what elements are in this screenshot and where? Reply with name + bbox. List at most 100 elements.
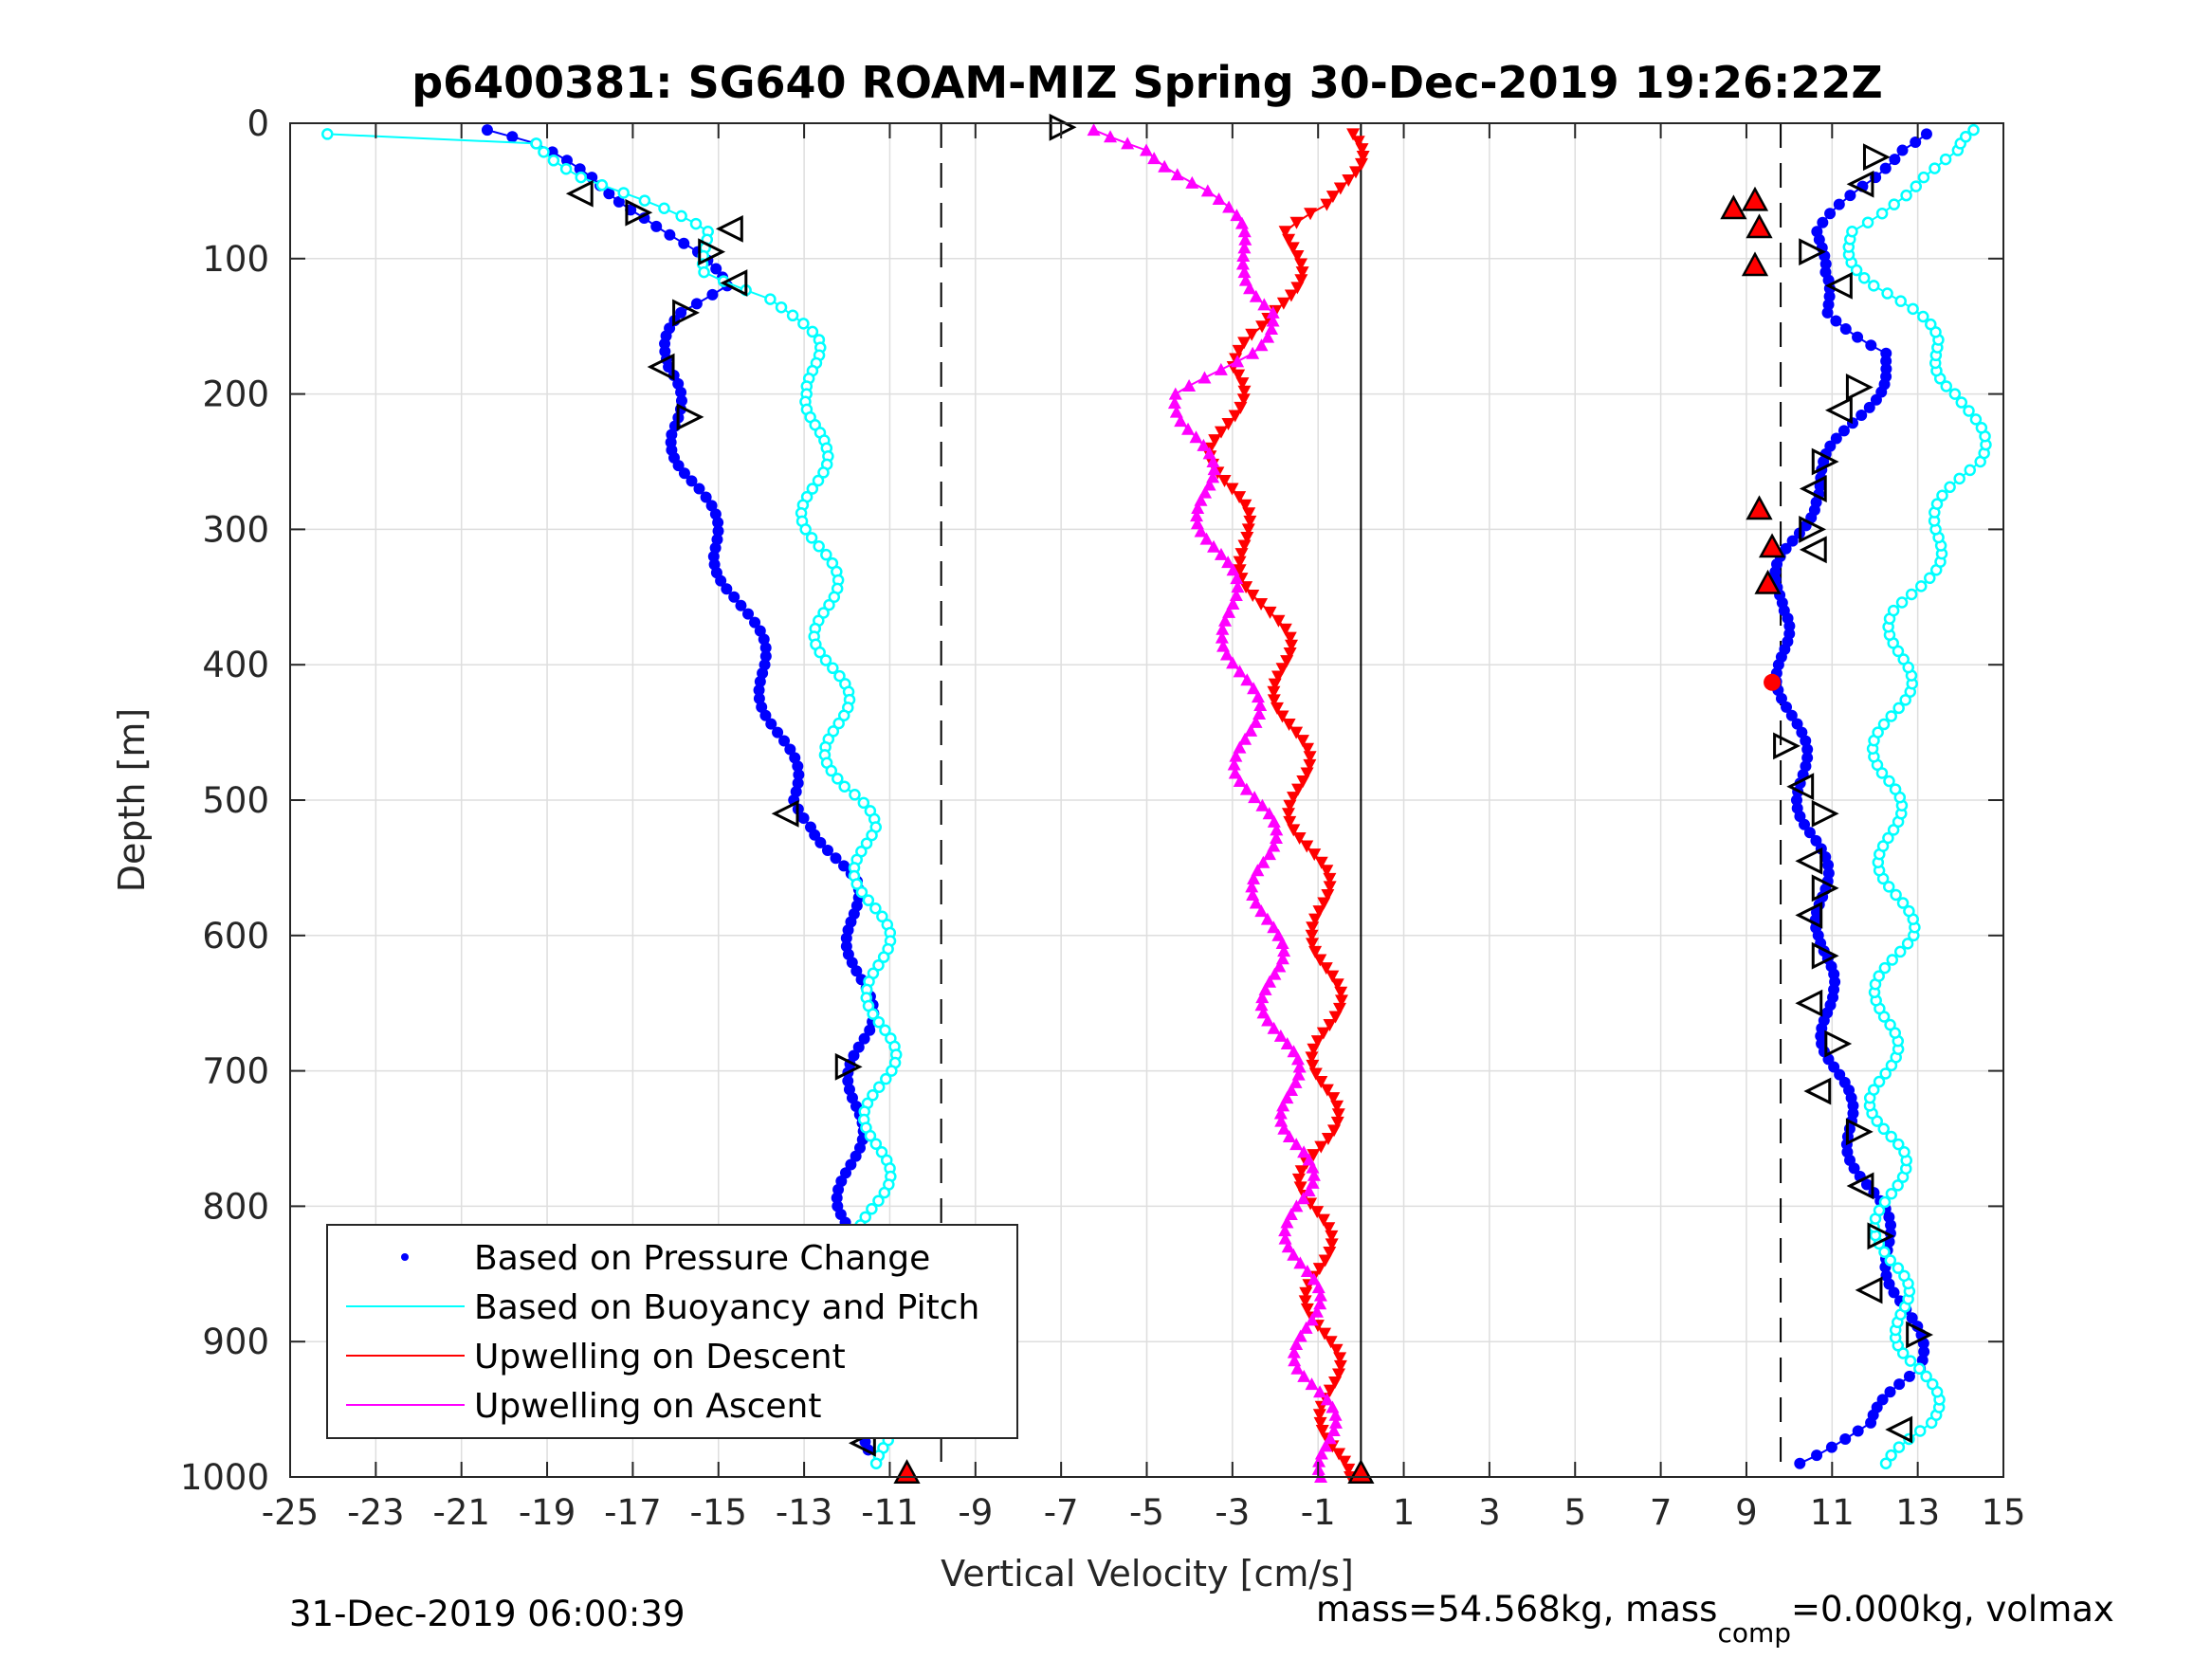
data-point [1879, 1457, 1892, 1469]
data-point [1273, 1029, 1288, 1042]
event-open-triangle [1811, 799, 1839, 828]
data-point [1803, 827, 1816, 839]
data-point [1303, 751, 1317, 764]
data-point [1287, 824, 1301, 837]
data-point [1276, 1099, 1290, 1112]
data-point [828, 591, 841, 604]
event-open-triangle [1795, 989, 1823, 1017]
data-point [1227, 757, 1241, 771]
chart-title: p6400381: SG640 ROAM-MIZ Spring 30-Dec-2… [411, 57, 1883, 108]
data-point [1268, 678, 1282, 691]
data-point [1889, 154, 1901, 166]
data-point [1328, 1415, 1343, 1429]
data-point [1313, 1385, 1327, 1398]
data-point [1307, 848, 1322, 862]
series-2 [1203, 128, 1370, 1484]
data-point [1293, 1256, 1307, 1269]
data-point [1271, 928, 1286, 941]
data-point [1194, 524, 1208, 538]
data-point [1239, 581, 1253, 594]
data-point [1275, 663, 1289, 676]
data-point [759, 709, 772, 721]
event-open-triangle [1795, 847, 1823, 875]
data-point [1182, 379, 1197, 392]
data-point [1239, 782, 1253, 795]
legend-label: Based on Pressure Change [474, 1239, 930, 1278]
data-point [1197, 371, 1212, 384]
data-point [1323, 1431, 1337, 1445]
data-point [1280, 1215, 1294, 1229]
data-point [1305, 1313, 1319, 1326]
data-point [765, 718, 777, 730]
data-point [700, 491, 712, 503]
x-tick-label: -9 [958, 1492, 993, 1533]
data-point [1953, 472, 1965, 485]
data-point [1306, 1160, 1320, 1174]
data-point [1233, 564, 1247, 577]
data-point [1876, 840, 1890, 852]
data-point [1278, 226, 1292, 239]
data-point [1321, 1133, 1335, 1145]
data-point [705, 500, 718, 512]
data-point [1313, 1297, 1327, 1310]
data-point [1303, 758, 1317, 772]
data-point [866, 829, 878, 842]
data-point [1781, 701, 1793, 713]
data-point [1355, 143, 1369, 156]
data-point [612, 195, 625, 208]
data-point [1305, 1051, 1319, 1065]
data-point [1207, 539, 1221, 553]
data-point [1940, 380, 1953, 392]
data-point [1319, 962, 1333, 975]
data-point [1888, 198, 1900, 210]
data-point [1873, 1075, 1886, 1088]
data-point [1811, 1449, 1823, 1462]
data-point [1873, 1204, 1886, 1217]
data-point [1306, 1059, 1320, 1072]
data-point [1892, 1138, 1905, 1151]
data-point [756, 701, 768, 713]
data-point [728, 591, 740, 603]
data-point [1896, 144, 1909, 156]
legend-items: Based on Pressure Change Based on Buoyanc… [346, 1239, 979, 1426]
event-open-triangle [1799, 475, 1827, 502]
data-point [1876, 1394, 1889, 1406]
data-point [1308, 945, 1323, 958]
event-open-triangle [647, 353, 675, 381]
data-point [1299, 1286, 1313, 1300]
data-point [1273, 1106, 1288, 1120]
data-point [1232, 369, 1246, 382]
data-point [852, 1041, 865, 1053]
data-point [1271, 670, 1286, 684]
data-point [1284, 289, 1298, 302]
data-point [832, 773, 844, 785]
data-point [1237, 385, 1252, 398]
data-point [1926, 1377, 1939, 1391]
data-point [1228, 766, 1242, 779]
data-point [866, 1203, 878, 1215]
data-point [1280, 1091, 1294, 1104]
data-point [1231, 580, 1245, 593]
data-point [1323, 1019, 1337, 1032]
data-point [1238, 499, 1252, 512]
data-point [1844, 190, 1856, 202]
data-point [1889, 1027, 1902, 1039]
data-point [1929, 162, 1941, 174]
data-point [1328, 1011, 1343, 1024]
event-open-triangle [1862, 143, 1891, 172]
data-point [1290, 282, 1305, 295]
data-point [1917, 310, 1929, 323]
event-open-triangle [1786, 773, 1815, 801]
data-point [1197, 438, 1211, 451]
event-open-triangle [1824, 396, 1853, 425]
data-point [879, 1024, 891, 1037]
data-point [880, 1072, 892, 1085]
data-point [848, 1049, 860, 1062]
data-point [690, 298, 703, 310]
event-open-triangle [1773, 732, 1801, 760]
data-point [1233, 556, 1247, 569]
data-point [842, 1075, 854, 1087]
data-point [817, 466, 830, 479]
data-point [1266, 305, 1280, 319]
